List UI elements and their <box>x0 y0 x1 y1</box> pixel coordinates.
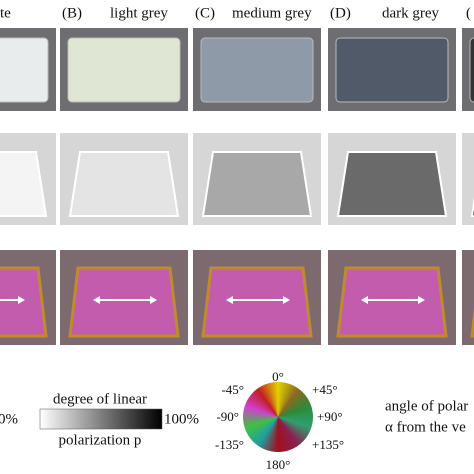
header: (B) <box>62 5 82 21</box>
color-wheel <box>243 382 313 452</box>
arrow-head <box>150 296 157 304</box>
legend-angle: 0° -45° +45° -90° +90° -135° +135° 180° … <box>215 369 468 472</box>
arrow-head <box>418 296 425 304</box>
tray <box>335 37 449 103</box>
angle-label: -90° <box>216 409 239 424</box>
angle-label: -135° <box>215 437 244 452</box>
arrow-head <box>361 296 368 304</box>
gradient-bar <box>39 408 163 430</box>
tray <box>0 266 48 338</box>
angle-label: +45° <box>312 382 338 397</box>
legend-title: degree of linear <box>53 391 147 407</box>
angle-label: 0° <box>272 369 284 384</box>
tray <box>67 37 181 103</box>
header: light grey <box>110 5 168 21</box>
arrow-head <box>283 296 290 304</box>
legend-p: degree of linear polarization p 0% 100% <box>0 391 199 448</box>
tray <box>336 266 448 338</box>
legend-title: polarization p <box>59 432 142 448</box>
photo <box>462 133 474 225</box>
header: te <box>0 5 11 21</box>
tray <box>469 37 474 103</box>
header: ( <box>466 5 471 21</box>
tray <box>0 37 49 103</box>
angle-label: +135° <box>312 437 344 452</box>
arrow-head <box>18 296 25 304</box>
tray <box>336 151 448 217</box>
angle-label: +90° <box>317 409 343 424</box>
angle-caption: angle of polar <box>385 398 468 414</box>
header: medium grey <box>232 5 312 21</box>
tray <box>201 151 313 217</box>
arrow-head <box>226 296 233 304</box>
header: (C) <box>195 5 215 21</box>
tray <box>200 37 314 103</box>
tray <box>0 151 48 217</box>
legend-max: 100% <box>164 411 199 427</box>
header: (D) <box>330 5 351 21</box>
header: dark grey <box>382 5 440 21</box>
arrow-head <box>93 296 100 304</box>
angle-caption: α from the ve <box>385 419 466 435</box>
photo-panels <box>0 28 474 345</box>
legend-min: 0% <box>0 411 18 427</box>
angle-label: -45° <box>221 382 244 397</box>
tray <box>68 266 180 338</box>
angle-label: 180° <box>266 457 291 472</box>
headers: te (B) light grey (C) medium grey (D) da… <box>0 5 471 21</box>
photo <box>462 250 474 345</box>
tray <box>201 266 313 338</box>
tray <box>68 151 180 217</box>
